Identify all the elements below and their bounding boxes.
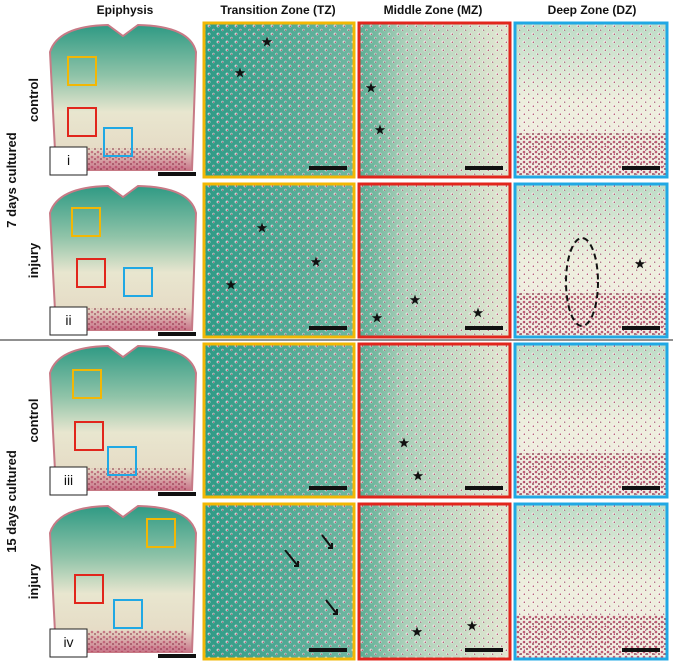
column-header: Deep Zone (DZ) [548, 3, 637, 17]
panel-border [357, 21, 512, 179]
panel-label: i [67, 152, 70, 168]
cell-texture [58, 630, 186, 652]
region-box [146, 518, 176, 548]
panel-border [357, 502, 512, 661]
star-marker [371, 312, 383, 323]
scale-bar [309, 166, 347, 170]
row-label: injury [26, 242, 41, 278]
region-box [103, 127, 133, 157]
star-marker [466, 620, 478, 631]
injury-outline [565, 237, 599, 327]
cell-texture [359, 184, 510, 337]
star-marker [634, 258, 646, 269]
cell-texture [204, 344, 354, 497]
column-header: Transition Zone (TZ) [220, 3, 335, 17]
scale-bar [622, 326, 660, 330]
scale-bar [158, 332, 196, 336]
epiphysis-section [48, 504, 198, 653]
region-box [67, 56, 97, 86]
panel-label-box [49, 146, 88, 176]
scale-bar [465, 648, 503, 652]
region-box [72, 369, 102, 399]
scale-bar [622, 486, 660, 490]
scale-bar [309, 486, 347, 490]
arrow [321, 534, 333, 549]
cell-texture [58, 148, 186, 170]
epiphysis-section [48, 344, 198, 491]
region-box [74, 421, 104, 451]
cell-texture [204, 184, 354, 337]
row-label: control [26, 78, 41, 122]
panel-label: iii [64, 472, 73, 488]
star-marker [411, 626, 423, 637]
scale-bar [622, 648, 660, 652]
panel-border [202, 342, 356, 499]
row-label: control [26, 398, 41, 442]
column-header: Epiphysis [97, 3, 154, 17]
scale-bar [465, 486, 503, 490]
region-box [113, 599, 143, 629]
region-box [67, 107, 97, 137]
cell-texture [58, 468, 186, 490]
star-marker [374, 124, 386, 135]
row-label: injury [26, 563, 41, 599]
region-box [74, 574, 104, 604]
group-label: 15 days cultured [4, 450, 19, 553]
cell-texture [359, 23, 510, 177]
epiphysis-section [48, 23, 198, 171]
panel-label-box [49, 628, 88, 658]
panel-label-box [49, 466, 88, 496]
panel-label-box [49, 306, 88, 336]
group-label: 7 days cultured [4, 132, 19, 227]
panel-border [202, 502, 356, 661]
arrow [284, 549, 299, 567]
panel-border [513, 502, 669, 661]
panel-border [357, 342, 512, 499]
epiphysis-section [48, 184, 198, 331]
panel-label: iv [63, 634, 73, 650]
cell-texture [204, 23, 354, 177]
panel-border [202, 21, 356, 179]
scale-bar [465, 326, 503, 330]
star-marker [398, 437, 410, 448]
scale-bar [309, 648, 347, 652]
scale-bar [622, 166, 660, 170]
star-marker [365, 82, 377, 93]
region-box [76, 258, 106, 288]
scale-bar [309, 326, 347, 330]
scale-bar [158, 492, 196, 496]
star-marker [310, 256, 322, 267]
panel-border [513, 21, 669, 179]
star-marker [225, 279, 237, 290]
scale-bar [158, 654, 196, 658]
cell-texture [58, 308, 186, 330]
panel-border [513, 342, 669, 499]
column-header: Middle Zone (MZ) [384, 3, 483, 17]
panel-border [202, 182, 356, 339]
arrow [325, 599, 338, 615]
cell-texture [359, 344, 510, 497]
panel-border [357, 182, 512, 339]
star-marker [234, 67, 246, 78]
cell-texture [204, 504, 354, 659]
star-marker [412, 470, 424, 481]
star-marker [261, 36, 273, 47]
region-box [71, 207, 101, 237]
panel-label: ii [65, 312, 71, 328]
star-marker [409, 294, 421, 305]
star-marker [472, 307, 484, 318]
scale-bar [158, 172, 196, 176]
scale-bar [465, 166, 503, 170]
region-box [123, 267, 153, 297]
star-marker [256, 222, 268, 233]
panel-border [513, 182, 669, 339]
region-box [107, 446, 137, 476]
cell-texture [359, 504, 510, 659]
